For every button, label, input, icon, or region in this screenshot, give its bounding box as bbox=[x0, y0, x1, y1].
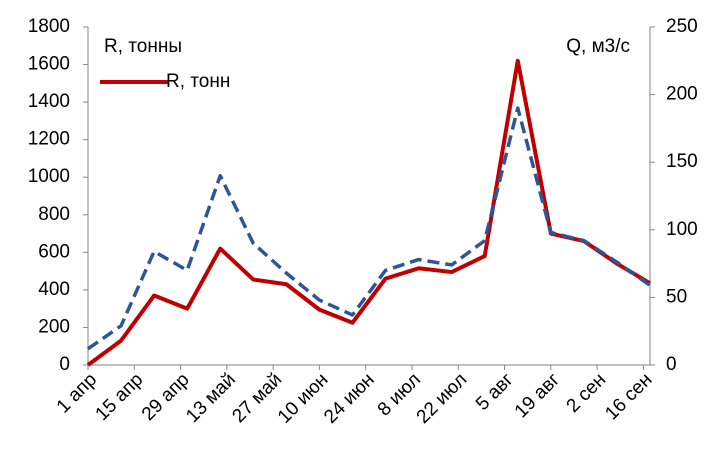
y-tick-label: 1400 bbox=[28, 91, 70, 112]
y2-tick-label: 0 bbox=[666, 354, 677, 375]
y-tick-label: 1800 bbox=[28, 16, 70, 37]
x-tick-label: 22 июл bbox=[413, 369, 472, 428]
series-line bbox=[86, 58, 652, 367]
y-tick-label: 1200 bbox=[28, 129, 70, 150]
y2-axis-title: Q, м3/с bbox=[566, 36, 630, 57]
y-tick-label: 1600 bbox=[28, 54, 70, 75]
x-tick-label: 10 июн bbox=[274, 369, 333, 428]
y-tick-label: 400 bbox=[38, 279, 70, 300]
x-tick-label: 24 июн bbox=[320, 369, 379, 428]
y2-tick-label: 250 bbox=[666, 16, 698, 37]
x-tick-label: 27 май bbox=[228, 369, 286, 427]
x-tick-label: 13 май bbox=[182, 369, 240, 427]
x-tick-label: 29 апр bbox=[138, 369, 194, 425]
y-tick-label: 800 bbox=[38, 204, 70, 225]
y-tick-label: 600 bbox=[38, 241, 70, 262]
x-tick-label: 16 сен bbox=[601, 369, 656, 424]
y2-tick-label: 150 bbox=[666, 151, 698, 172]
legend-label: R, тонн bbox=[166, 71, 231, 92]
y-tick-label: 0 bbox=[59, 354, 70, 375]
y-tick-label: 200 bbox=[38, 316, 70, 337]
y-axis-title: R, тонны bbox=[104, 36, 182, 57]
y-tick-label: 1000 bbox=[28, 166, 70, 187]
y2-tick-label: 200 bbox=[666, 84, 698, 105]
y2-tick-label: 50 bbox=[666, 286, 687, 307]
series-line bbox=[87, 106, 651, 351]
x-tick-label: 19 авг bbox=[511, 369, 564, 422]
y2-tick-label: 100 bbox=[666, 219, 698, 240]
x-tick-label: 15 апр bbox=[92, 369, 148, 425]
